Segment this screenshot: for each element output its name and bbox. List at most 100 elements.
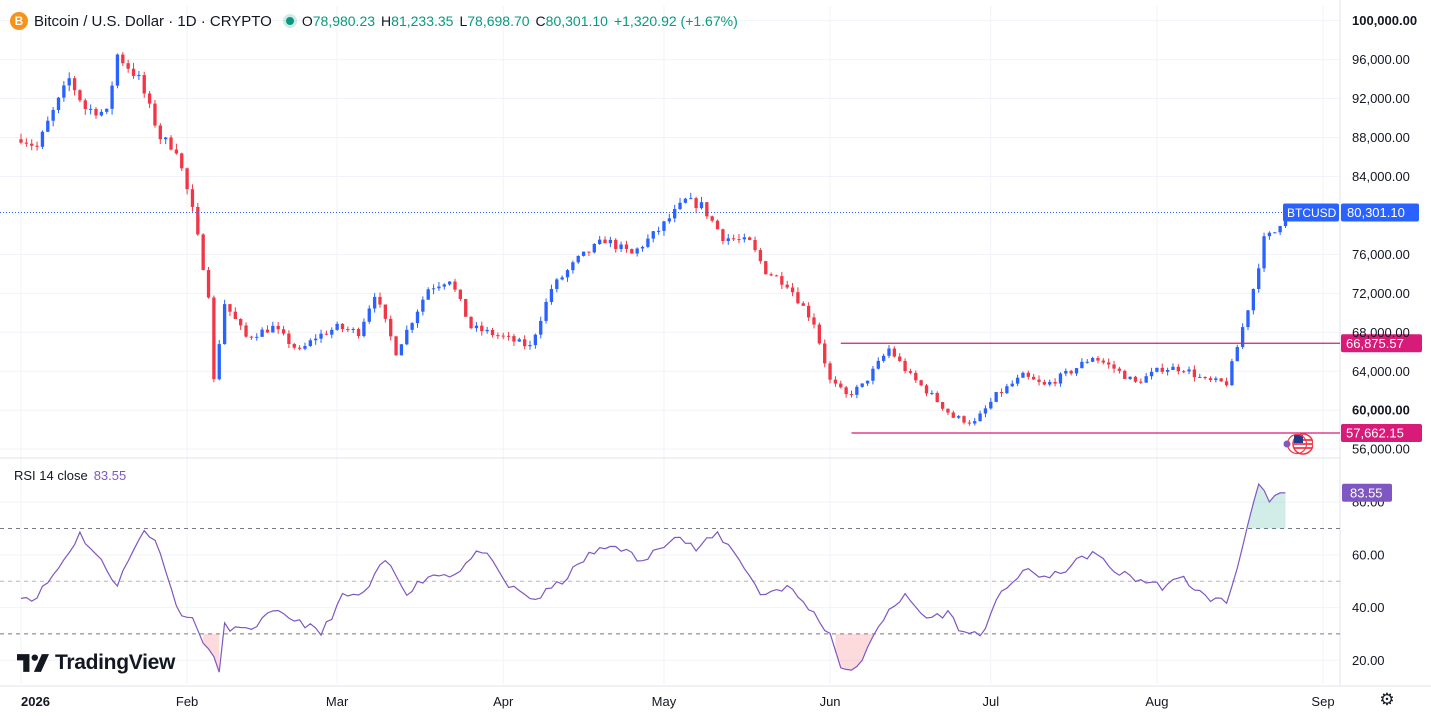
candle-body bbox=[99, 111, 104, 116]
candle-body bbox=[265, 329, 270, 333]
candle-body bbox=[142, 75, 146, 94]
candle-body bbox=[876, 360, 880, 369]
candle-body bbox=[887, 348, 891, 356]
bitcoin-icon: B bbox=[10, 12, 28, 30]
candle-body bbox=[860, 383, 864, 387]
candle-body bbox=[1053, 381, 1057, 384]
candle-body bbox=[308, 340, 312, 346]
candle-body bbox=[844, 387, 848, 395]
candle-body bbox=[464, 298, 468, 317]
tradingview-logo[interactable]: TradingView bbox=[17, 651, 175, 675]
candle-body bbox=[378, 296, 382, 305]
price-axis-tick: 68,000.00 bbox=[1352, 325, 1410, 340]
candle-body bbox=[88, 108, 93, 110]
candle-body bbox=[30, 143, 34, 146]
candle-body bbox=[1176, 366, 1180, 372]
candle-body bbox=[105, 108, 109, 112]
candle-body bbox=[303, 345, 307, 349]
candle-body bbox=[196, 206, 200, 235]
candle-body bbox=[437, 286, 441, 289]
candle-body bbox=[603, 239, 607, 244]
candle-body bbox=[1230, 361, 1234, 386]
candle-body bbox=[324, 333, 329, 335]
rsi-axis-tick: 20.00 bbox=[1352, 653, 1385, 668]
candle-body bbox=[549, 288, 554, 302]
candle-body bbox=[517, 339, 521, 342]
candle-body bbox=[180, 153, 184, 169]
candle-body bbox=[126, 63, 130, 69]
candle-body bbox=[319, 333, 323, 339]
candle-body bbox=[1090, 358, 1095, 362]
candle-body bbox=[1101, 360, 1105, 363]
candle-body bbox=[651, 231, 655, 239]
candle-body bbox=[699, 202, 704, 209]
time-axis-tick: Jul bbox=[982, 694, 999, 709]
candle-body bbox=[1198, 376, 1202, 378]
candle-body bbox=[1278, 226, 1282, 233]
candle-body bbox=[222, 304, 227, 345]
price-axis-tick: 60,000.00 bbox=[1352, 403, 1410, 418]
candle-body bbox=[1246, 310, 1250, 328]
candle-body bbox=[555, 279, 559, 289]
candle-body bbox=[576, 255, 580, 263]
candle-body bbox=[914, 372, 918, 381]
candle-body bbox=[458, 289, 463, 299]
level-tag-label: 66,875.57 bbox=[1346, 336, 1404, 351]
candle-body bbox=[758, 250, 763, 262]
current-price-tag bbox=[1341, 203, 1419, 222]
time-axis-tick: 2026 bbox=[21, 694, 50, 709]
candle-body bbox=[533, 334, 538, 346]
candle-body bbox=[1155, 367, 1159, 372]
candle-body bbox=[571, 262, 575, 271]
rsi-line bbox=[20, 482, 1286, 673]
candle-body bbox=[806, 305, 811, 318]
rsi-header[interactable]: RSI 14 close 83.55 bbox=[14, 468, 126, 483]
candle-body bbox=[174, 149, 179, 154]
candle-body bbox=[346, 329, 350, 331]
candle-body bbox=[480, 325, 484, 332]
candle-body bbox=[367, 308, 371, 322]
us-flag-icon[interactable] bbox=[1281, 433, 1313, 455]
candle-body bbox=[678, 202, 682, 210]
candle-body bbox=[903, 360, 907, 372]
time-axis-tick: Sep bbox=[1311, 694, 1334, 709]
candle-body bbox=[421, 299, 425, 312]
candle-body bbox=[249, 336, 254, 338]
candle-body bbox=[978, 413, 982, 422]
candle-body bbox=[855, 386, 859, 395]
candle-body bbox=[935, 392, 939, 403]
candle-body bbox=[828, 363, 832, 380]
candle-body bbox=[892, 348, 897, 357]
candle-body bbox=[453, 281, 457, 290]
candle-body bbox=[780, 276, 784, 285]
candle-body bbox=[1015, 377, 1020, 384]
candle-body bbox=[565, 270, 570, 278]
rsi-oversold-fill bbox=[835, 633, 873, 671]
candle-body bbox=[1192, 369, 1197, 378]
candle-body bbox=[1165, 370, 1170, 372]
price-axis-tick: 84,000.00 bbox=[1352, 169, 1410, 184]
candle-body bbox=[442, 284, 446, 287]
candle-body bbox=[705, 202, 709, 217]
candle-body bbox=[212, 297, 216, 380]
candle-body bbox=[233, 311, 237, 320]
symbol-title[interactable]: Bitcoin / U.S. Dollar · 1D · CRYPTO bbox=[34, 12, 272, 30]
candle-body bbox=[785, 284, 789, 288]
price-axis-tick: 92,000.00 bbox=[1352, 91, 1410, 106]
candle-body bbox=[689, 198, 693, 200]
candle-body bbox=[774, 275, 779, 277]
candle-body bbox=[276, 325, 280, 330]
candle-body bbox=[726, 238, 730, 241]
gear-icon[interactable]: ⚙ bbox=[1379, 690, 1395, 709]
candle-body bbox=[581, 251, 586, 256]
candle-body bbox=[389, 318, 393, 337]
candle-body bbox=[496, 335, 500, 337]
candle-body bbox=[656, 230, 661, 232]
candle-body bbox=[1139, 381, 1143, 383]
time-axis-tick: Mar bbox=[326, 694, 349, 709]
candle-body bbox=[372, 296, 377, 309]
candle-body bbox=[1160, 367, 1164, 372]
candle-body bbox=[335, 323, 339, 330]
candle-body bbox=[46, 120, 50, 132]
